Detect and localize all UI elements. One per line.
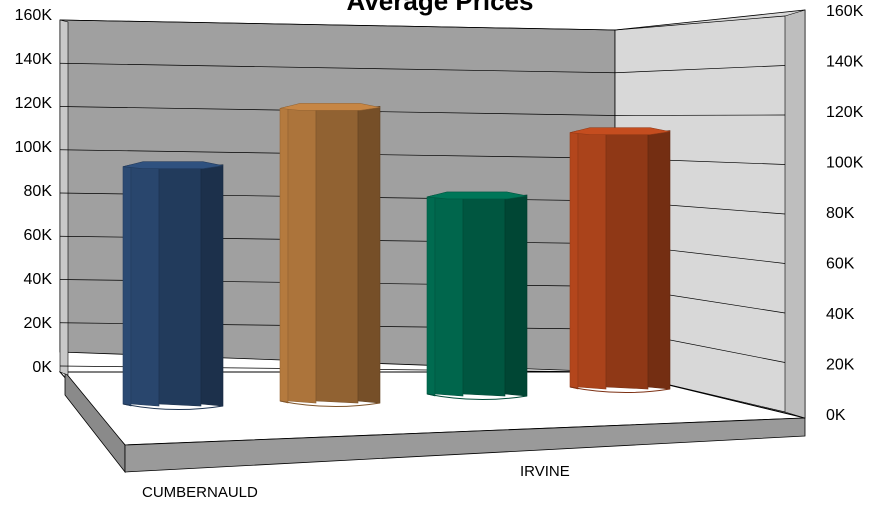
bar-top-cap	[426, 191, 528, 200]
bar-facet	[647, 130, 671, 390]
bar-facet	[462, 194, 506, 397]
y-tick-label-right: 120K	[826, 104, 864, 121]
bar	[122, 161, 224, 411]
bar-facet	[122, 164, 132, 407]
y-tick-label-left: 160K	[15, 7, 53, 24]
y-tick-label-left: 140K	[15, 51, 53, 68]
bar-facet	[287, 106, 317, 404]
category-label-irvine: IRVINE	[520, 463, 570, 480]
bar-facet	[569, 130, 579, 390]
y-tick-label-right: 0K	[826, 407, 846, 424]
bar-top-cap	[122, 161, 224, 170]
bar-base-edge	[122, 403, 224, 411]
y-tick-label-right: 80K	[826, 205, 855, 222]
bar-facet	[426, 194, 436, 397]
y-tick-label-left: 120K	[15, 95, 53, 112]
gridline-side	[614, 114, 786, 116]
bar	[569, 127, 671, 394]
gridline-back	[59, 19, 616, 31]
bar-facet	[200, 164, 224, 407]
bar-base-edge	[279, 400, 381, 408]
y-tick-label-right: 20K	[826, 357, 855, 374]
bar-facet	[605, 130, 649, 390]
y-axis-right: 0K 20K 40K 60K 80K 100K 120K 140K 160K	[826, 3, 864, 424]
bar	[279, 103, 381, 408]
y-tick-label-right: 160K	[826, 3, 864, 20]
bar-facet	[504, 194, 528, 397]
y-tick-label-left: 80K	[24, 183, 53, 200]
y-tick-label-right: 100K	[826, 155, 864, 172]
y-tick-label-left: 100K	[15, 139, 53, 156]
bar-base-edge	[569, 386, 671, 394]
y-axis-left: 0K 20K 40K 60K 80K 100K 120K 140K 160K	[15, 7, 53, 376]
y-tick-label-right: 40K	[826, 306, 855, 323]
bar-facet	[434, 194, 464, 397]
bars	[122, 103, 671, 411]
chart-right-axis-bar	[784, 9, 806, 419]
y-tick-label-left: 40K	[24, 271, 53, 288]
y-tick-label-left: 0K	[32, 359, 52, 376]
gridline-side	[614, 65, 786, 74]
chart-title: Average Prices	[347, 0, 534, 16]
bar-facet	[279, 105, 289, 404]
bar-facet	[130, 164, 160, 407]
y-tick-label-right: 140K	[826, 54, 864, 71]
gridline-back	[59, 62, 616, 74]
bar-top-cap	[279, 103, 381, 111]
gridline-side	[614, 15, 786, 31]
category-label-cumbernauld: CUMBERNAULD	[142, 484, 258, 501]
bar-facet	[315, 106, 359, 404]
bar-base-edge	[426, 393, 528, 401]
bar-facet	[158, 164, 202, 407]
chart-floor-front	[124, 417, 806, 473]
bar-top-cap	[569, 127, 671, 135]
y-tick-label-left: 20K	[24, 315, 53, 332]
bar-facet	[357, 106, 381, 404]
bar-facet	[577, 130, 607, 390]
chart-left-edge	[59, 19, 69, 376]
y-tick-label-right: 60K	[826, 256, 855, 273]
y-tick-label-left: 60K	[24, 227, 53, 244]
bar	[426, 191, 528, 401]
